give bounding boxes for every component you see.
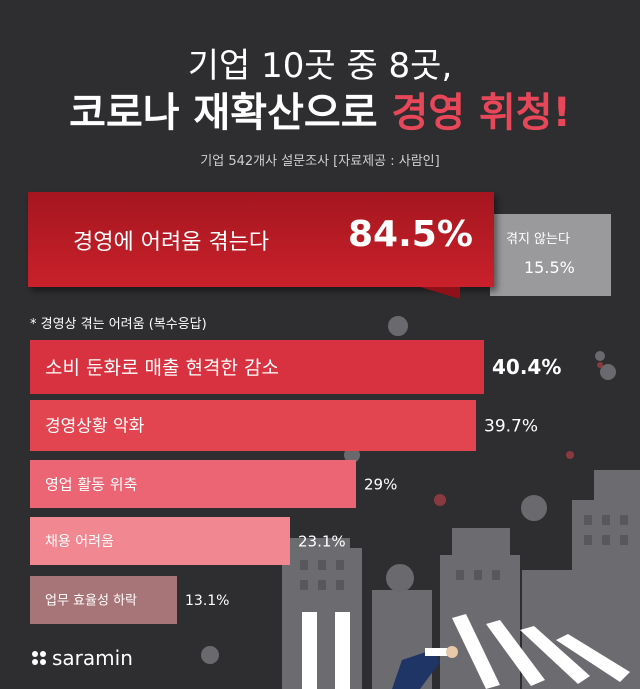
bar-value-3: 29%: [364, 475, 397, 493]
saramin-logo: saramin: [32, 646, 133, 670]
bar-value-5: 13.1%: [185, 593, 229, 609]
bar-label-1: 소비 둔화로 매출 현격한 감소: [45, 357, 279, 379]
bar-4: [30, 517, 290, 565]
multiple-response-note: * 경영상 겪는 어려움 (복수응답): [30, 317, 207, 332]
bar-1: [30, 340, 484, 394]
bar-5: [30, 576, 177, 624]
title-accent-text: 경영 휘청!: [391, 90, 571, 136]
no-difficulty-box: 겪지 않는다 15.5%: [490, 214, 611, 296]
difficulty-value: 84.5%: [348, 214, 473, 255]
difficulty-box-tail: [420, 287, 460, 299]
bar-label-3: 영업 활동 위축: [45, 475, 137, 493]
difficulty-box: 경영에 어려움 겪는다 84.5%: [28, 192, 494, 287]
bar-value-2: 39.7%: [484, 417, 538, 437]
bar-value-4: 23.1%: [298, 532, 346, 550]
bar-label-4: 채용 어려움: [45, 534, 114, 550]
dominoes: [302, 612, 630, 689]
difficulty-label: 경영에 어려움 겪는다: [73, 230, 270, 255]
red-virus-particles: [434, 362, 603, 506]
bar-value-1: 40.4%: [492, 355, 561, 379]
title-line-2: 코로나 재확산으로 경영 휘청!: [0, 80, 640, 138]
title-line-1: 기업 10곳 중 8곳,: [187, 46, 453, 86]
bar-label-2: 경영상황 악화: [45, 417, 145, 437]
logo-text: saramin: [52, 646, 133, 670]
source-note: 기업 542개사 설문조사 [자료제공 : 사람인]: [200, 154, 440, 169]
title-main-text: 코로나 재확산으로: [69, 90, 392, 136]
no-difficulty-label: 겪지 않는다: [506, 232, 570, 247]
businessman-figure: [392, 646, 458, 689]
bar-2: [30, 400, 476, 451]
logo-dots-icon: [32, 651, 46, 665]
no-difficulty-value: 15.5%: [524, 258, 575, 277]
bar-3: [30, 460, 356, 508]
bar-label-5: 업무 효율성 하락: [45, 594, 137, 609]
